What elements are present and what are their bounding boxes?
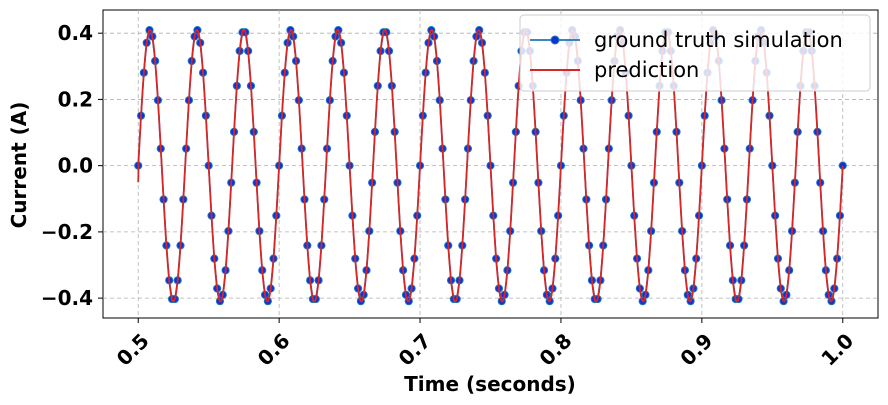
x-axis: 0.5 0.6 0.7 0.8 0.9 1.0 [112,318,858,371]
y-tick-label: −0.2 [41,220,93,244]
x-tick-label: 0.8 [534,329,576,371]
series-prediction [137,28,844,303]
prediction-line [137,28,844,303]
y-tick-label: 0.4 [58,21,93,45]
y-axis: 0.4 0.2 0.0 −0.2 −0.4 [41,21,103,310]
x-tick-label: 0.7 [394,329,436,371]
y-tick-label: 0.0 [58,154,93,178]
legend-box [519,14,871,92]
y-tick-label: −0.4 [41,286,93,310]
x-tick-label: 0.6 [253,329,295,371]
x-tick-label: 1.0 [816,329,858,371]
x-tick-label: 0.9 [675,329,717,371]
x-tick-label: 0.5 [112,329,154,371]
y-tick-label: 0.2 [58,87,93,111]
legend-ground-truth-label: ground truth simulation [594,28,843,52]
y-axis-label: Current (A) [7,102,31,229]
legend-prediction-label: prediction [594,58,699,82]
x-axis-label: Time (seconds) [404,372,576,396]
legend: ground truth simulation prediction [519,14,871,92]
legend-ground-truth-marker [550,35,560,45]
